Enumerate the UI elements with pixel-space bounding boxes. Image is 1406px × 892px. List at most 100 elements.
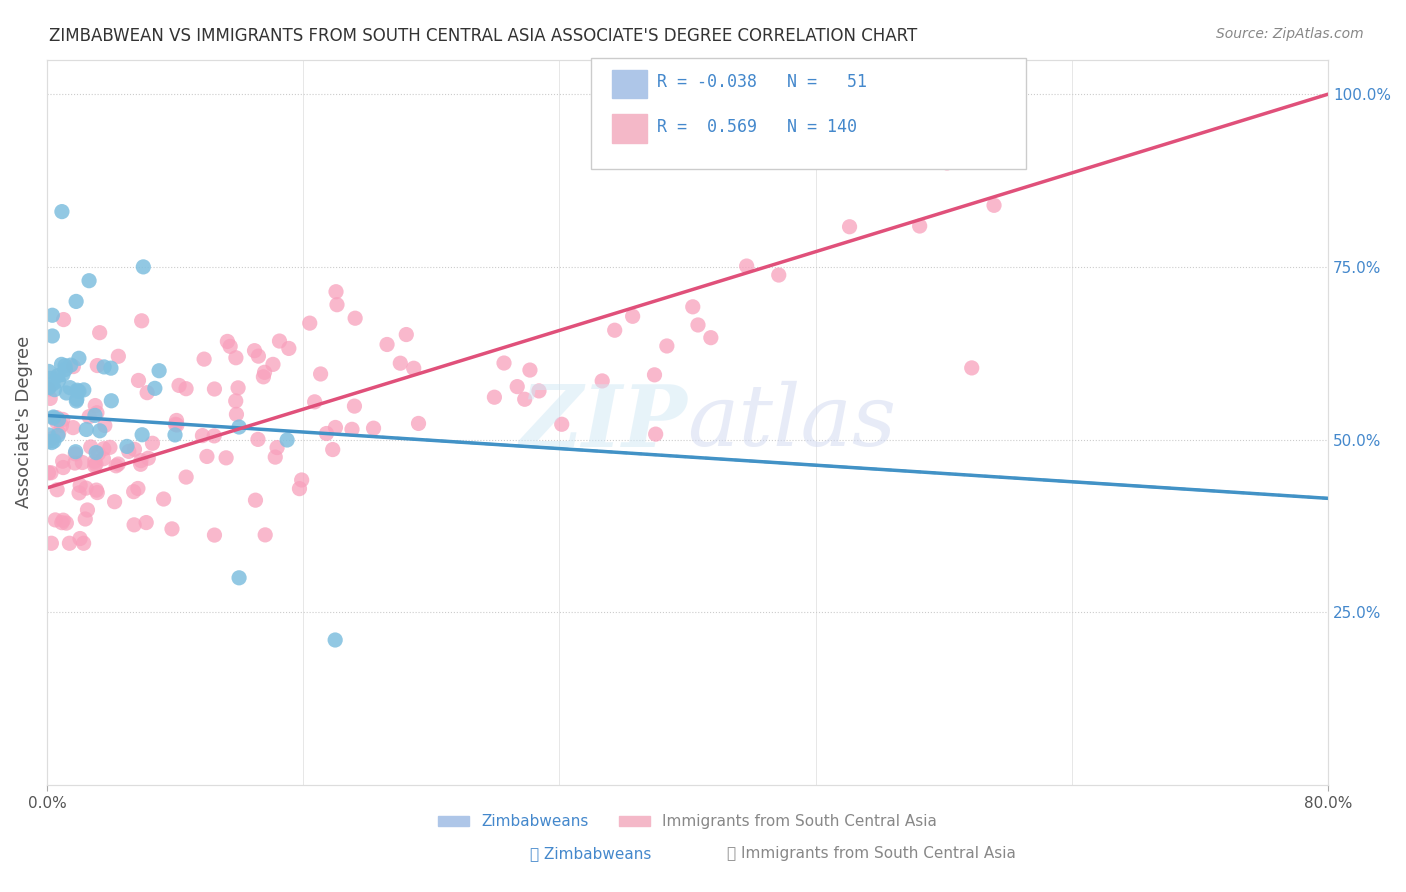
Point xyxy=(42,431,65,445)
Point xyxy=(41,308,63,322)
Point xyxy=(67,486,90,500)
Point xyxy=(160,522,183,536)
Point xyxy=(69,532,91,546)
Point xyxy=(983,198,1005,212)
Point xyxy=(42,434,65,448)
Point xyxy=(655,339,678,353)
Point xyxy=(69,478,91,492)
Point xyxy=(65,294,87,309)
Point xyxy=(165,417,187,432)
Point xyxy=(195,450,218,464)
Point xyxy=(225,394,247,409)
Point xyxy=(84,409,107,423)
Point xyxy=(38,380,60,394)
Point xyxy=(960,360,983,375)
Point xyxy=(42,411,65,425)
Point xyxy=(315,426,337,441)
Point xyxy=(309,367,332,381)
Point xyxy=(506,379,529,393)
Point xyxy=(245,493,267,508)
Point xyxy=(65,444,87,458)
Point xyxy=(326,298,349,312)
Text: ZIMBABWEAN VS IMMIGRANTS FROM SOUTH CENTRAL ASIA ASSOCIATE'S DEGREE CORRELATION : ZIMBABWEAN VS IMMIGRANTS FROM SOUTH CENT… xyxy=(49,27,918,45)
Point xyxy=(87,447,110,461)
Point xyxy=(135,516,157,530)
Point xyxy=(513,392,536,407)
Text: Source: ZipAtlas.com: Source: ZipAtlas.com xyxy=(1216,27,1364,41)
Point xyxy=(202,429,225,443)
Point xyxy=(131,314,153,328)
Point xyxy=(166,418,188,433)
Point xyxy=(375,337,398,351)
Point xyxy=(131,427,153,442)
Point xyxy=(48,412,70,426)
Point xyxy=(55,386,77,401)
Point xyxy=(298,316,321,330)
Point xyxy=(42,376,65,391)
Point xyxy=(52,412,75,426)
Point xyxy=(322,442,344,457)
Point xyxy=(62,359,84,374)
Point xyxy=(77,274,100,288)
Point xyxy=(53,359,76,373)
Point xyxy=(363,421,385,435)
Point xyxy=(77,409,100,424)
Point xyxy=(644,368,666,382)
Point xyxy=(51,358,73,372)
Point xyxy=(132,260,155,274)
Text: ⬜ Zimbabweans: ⬜ Zimbabweans xyxy=(530,846,651,861)
Point xyxy=(163,428,186,442)
Point xyxy=(936,156,959,170)
Point xyxy=(46,428,69,442)
Point xyxy=(219,339,242,353)
Point xyxy=(44,383,66,397)
Point xyxy=(46,368,69,383)
Point xyxy=(115,439,138,453)
Point xyxy=(52,460,75,475)
Point xyxy=(89,424,111,438)
Point xyxy=(39,371,62,385)
Point xyxy=(100,361,122,376)
Legend: Zimbabweans, Immigrants from South Central Asia: Zimbabweans, Immigrants from South Centr… xyxy=(432,808,943,836)
Text: ZIP: ZIP xyxy=(520,381,688,464)
Point xyxy=(492,356,515,370)
Point xyxy=(41,435,63,450)
Point xyxy=(48,374,70,388)
Point xyxy=(768,268,790,282)
Point xyxy=(174,382,197,396)
Point xyxy=(166,413,188,427)
Point xyxy=(148,364,170,378)
Point xyxy=(42,410,65,425)
Point xyxy=(735,259,758,273)
Point xyxy=(80,440,103,454)
Point xyxy=(107,457,129,471)
Point xyxy=(105,458,128,473)
Point xyxy=(141,436,163,450)
Point xyxy=(86,359,108,373)
Point xyxy=(269,334,291,348)
Text: R = -0.038   N =   51: R = -0.038 N = 51 xyxy=(657,73,866,91)
Point xyxy=(76,503,98,517)
Point xyxy=(86,485,108,500)
Point xyxy=(325,285,347,299)
Point xyxy=(52,454,75,468)
Point xyxy=(136,385,159,400)
Point xyxy=(67,384,90,399)
Point xyxy=(129,458,152,472)
Point xyxy=(225,351,247,365)
Point xyxy=(193,352,215,367)
Point xyxy=(174,470,197,484)
Text: atlas: atlas xyxy=(688,381,897,464)
Point xyxy=(72,536,94,550)
Point xyxy=(37,434,59,449)
Point xyxy=(39,392,62,406)
Point xyxy=(217,334,239,349)
Point xyxy=(59,381,82,395)
Point xyxy=(93,451,115,466)
Point xyxy=(527,384,550,398)
Y-axis label: Associate's Degree: Associate's Degree xyxy=(15,336,32,508)
Point xyxy=(621,310,644,324)
Point xyxy=(277,342,299,356)
Point xyxy=(215,450,238,465)
Point xyxy=(41,329,63,343)
